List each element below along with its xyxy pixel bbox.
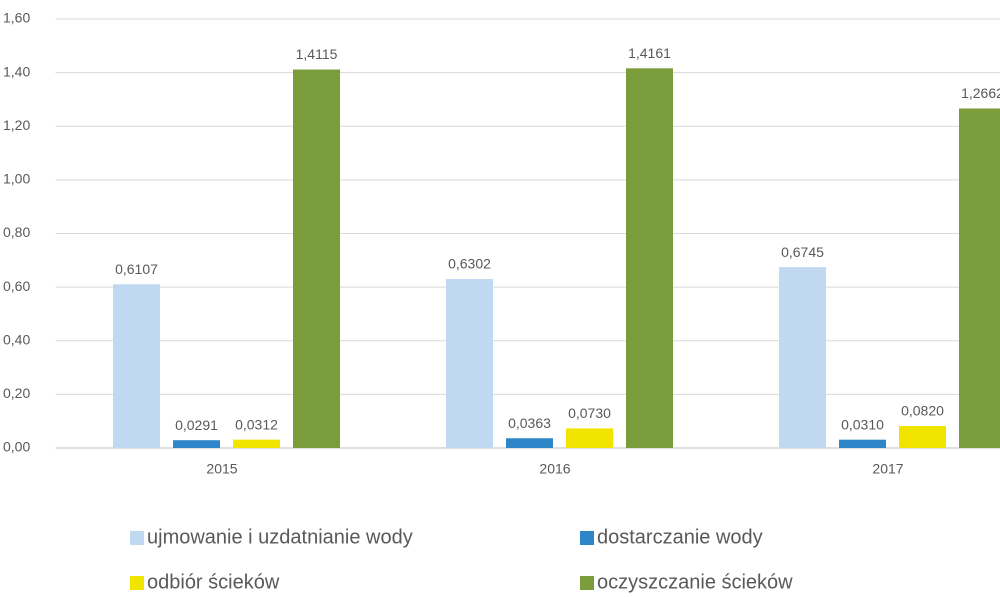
value-label: 0,0730 <box>568 405 611 421</box>
x-tick-label: 2015 <box>206 461 237 477</box>
legend-swatch <box>130 531 144 545</box>
value-label: 0,6302 <box>448 256 491 272</box>
y-tick-label: 1,00 <box>3 171 30 187</box>
bar <box>446 279 493 448</box>
bar <box>173 440 220 448</box>
value-label: 0,0312 <box>235 416 278 432</box>
y-tick-label: 0,80 <box>3 224 30 240</box>
value-label: 1,2662 <box>961 85 1000 101</box>
legend-label: oczyszczanie ścieków <box>597 571 793 593</box>
bar <box>506 438 553 448</box>
legend-label: odbiór ścieków <box>147 571 280 593</box>
bar <box>293 69 340 448</box>
y-tick-label: 0,00 <box>3 439 30 455</box>
value-label: 0,6745 <box>781 244 824 260</box>
bar <box>839 439 886 448</box>
value-label: 0,0820 <box>901 403 944 419</box>
value-label: 1,4115 <box>296 46 338 62</box>
legend-swatch <box>130 576 144 590</box>
bar <box>233 439 280 448</box>
y-tick-label: 1,40 <box>3 63 30 79</box>
y-tick-label: 0,40 <box>3 331 30 347</box>
value-label: 0,0291 <box>175 417 218 433</box>
bar <box>779 267 826 448</box>
legend-swatch <box>580 531 594 545</box>
bar <box>899 426 946 448</box>
y-tick-label: 1,60 <box>3 10 30 26</box>
x-tick-label: 2017 <box>872 461 903 477</box>
x-tick-label: 2016 <box>539 461 570 477</box>
bar <box>959 108 1000 448</box>
bar <box>566 428 613 448</box>
legend-label: dostarczanie wody <box>597 526 763 548</box>
legend-swatch <box>580 576 594 590</box>
bar <box>113 284 160 448</box>
value-label: 0,6107 <box>115 261 158 277</box>
value-label: 1,4161 <box>628 45 671 61</box>
value-label: 0,0310 <box>841 416 884 432</box>
bar <box>626 68 673 448</box>
value-label: 0,0363 <box>508 415 551 431</box>
legend-label: ujmowanie i uzdatnianie wody <box>147 526 413 548</box>
y-tick-label: 1,20 <box>3 117 30 133</box>
y-tick-label: 0,20 <box>3 385 30 401</box>
y-tick-label: 0,60 <box>3 278 30 294</box>
